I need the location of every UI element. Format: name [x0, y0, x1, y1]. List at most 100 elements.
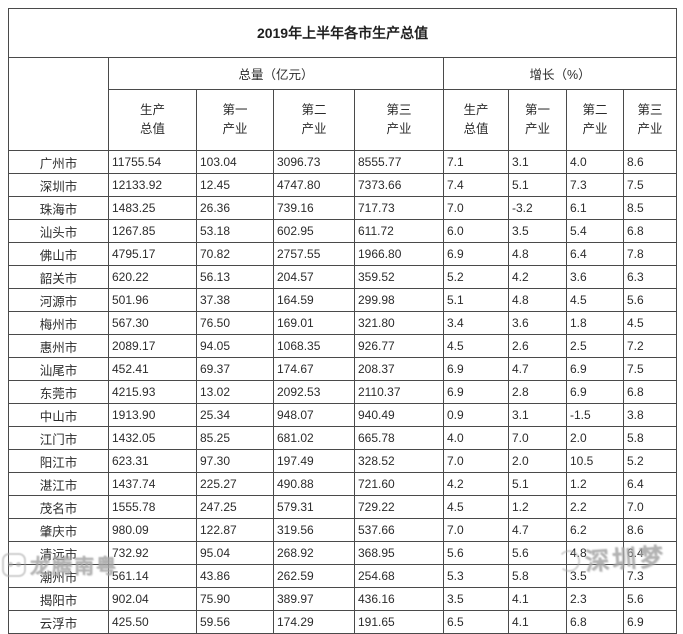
value-cell: 204.57 [273, 265, 355, 289]
value-cell: 3.6 [566, 265, 624, 289]
value-cell: 6.4 [622, 541, 678, 565]
value-cell: 43.86 [196, 564, 274, 588]
value-cell: 10.5 [566, 449, 624, 473]
col-header-gdp-total: 生产 总值 [108, 89, 197, 151]
value-cell: 1966.80 [354, 242, 444, 266]
col-header-primary-growth: 第一 产业 [508, 89, 567, 151]
city-cell: 肇庆市 [8, 518, 109, 542]
value-cell: 3.5 [508, 219, 567, 243]
value-cell: 174.67 [273, 357, 355, 381]
value-cell: 926.77 [354, 334, 444, 358]
gdp-table: 2019年上半年各市生产总值 总量（亿元） 增长（%） 生产 总值 第一 产业 … [7, 8, 678, 634]
value-cell: 6.5 [443, 610, 509, 634]
value-cell: 12.45 [196, 173, 274, 197]
group-header-row: 总量（亿元） 增长（%） [8, 57, 678, 151]
value-cell: 75.90 [196, 587, 274, 611]
value-cell: 4.0 [443, 426, 509, 450]
page-title: 2019年上半年各市生产总值 [7, 8, 678, 58]
value-cell: 5.1 [508, 472, 567, 496]
value-cell: 319.56 [273, 518, 355, 542]
col-header-primary-total: 第一 产业 [196, 89, 274, 151]
value-cell: 721.60 [354, 472, 444, 496]
value-cell: 4.5 [622, 311, 678, 335]
city-cell: 江门市 [8, 426, 109, 450]
value-cell: 6.9 [566, 357, 624, 381]
city-cell: 佛山市 [8, 242, 109, 266]
value-cell: 3096.73 [273, 150, 355, 174]
value-cell: 4.5 [443, 495, 509, 519]
value-cell: 5.8 [508, 564, 567, 588]
col-header-tertiary-total: 第三 产业 [354, 89, 444, 151]
value-cell: 268.92 [273, 541, 355, 565]
value-cell: 6.2 [566, 518, 624, 542]
value-cell: 5.6 [622, 587, 678, 611]
screenshot-root: 2019年上半年各市生产总值 总量（亿元） 增长（%） 生产 总值 第一 产业 … [2, 8, 678, 634]
table-row: 汕头市 1267.85 53.18 602.95 611.72 6.0 3.5 5.4 6.8 [8, 219, 678, 243]
value-cell: 7.8 [622, 242, 678, 266]
value-cell: 197.49 [273, 449, 355, 473]
city-cell: 深圳市 [8, 173, 109, 197]
value-cell: 7.0 [622, 495, 678, 519]
value-cell: 6.9 [443, 380, 509, 404]
value-cell: 5.8 [622, 426, 678, 450]
col-header-secondary-total: 第二 产业 [273, 89, 355, 151]
value-cell: 425.50 [108, 610, 197, 634]
table-row: 云浮市 425.50 59.56 174.29 191.65 6.5 4.1 6.8 6.9 [8, 610, 678, 634]
value-cell: 4215.93 [108, 380, 197, 404]
value-cell: 53.18 [196, 219, 274, 243]
value-cell: 328.52 [354, 449, 444, 473]
value-cell: 1267.85 [108, 219, 197, 243]
value-cell: 225.27 [196, 472, 274, 496]
value-cell: 4.2 [508, 265, 567, 289]
value-cell: 4.8 [508, 288, 567, 312]
value-cell: 2.3 [566, 587, 624, 611]
value-cell: 4.2 [443, 472, 509, 496]
col-header-tertiary-growth: 第三 产业 [622, 89, 678, 151]
value-cell: 5.2 [443, 265, 509, 289]
value-cell: 56.13 [196, 265, 274, 289]
value-cell: 1.8 [566, 311, 624, 335]
value-cell: 5.2 [622, 449, 678, 473]
value-cell: 561.14 [108, 564, 197, 588]
table-row: 汕尾市 452.41 69.37 174.67 208.37 6.9 4.7 6.9 7.5 [8, 357, 678, 381]
value-cell: 6.0 [443, 219, 509, 243]
table-row: 肇庆市 980.09 122.87 319.56 537.66 7.0 4.7 6.2 8.6 [8, 518, 678, 542]
city-cell: 清远市 [8, 541, 109, 565]
value-cell: 567.30 [108, 311, 197, 335]
value-cell: 8.6 [622, 150, 678, 174]
value-cell: 208.37 [354, 357, 444, 381]
value-cell: 2092.53 [273, 380, 355, 404]
value-cell: 6.4 [566, 242, 624, 266]
value-cell: 5.4 [566, 219, 624, 243]
value-cell: 620.22 [108, 265, 197, 289]
value-cell: 7.0 [443, 449, 509, 473]
table-row: 佛山市 4795.17 70.82 2757.55 1966.80 6.9 4.8 6.4 7.… [8, 242, 678, 266]
value-cell: 122.87 [196, 518, 274, 542]
value-cell: 1432.05 [108, 426, 197, 450]
table-row: 梅州市 567.30 76.50 169.01 321.80 3.4 3.6 1.8 4.5 [8, 311, 678, 335]
city-cell: 茂名市 [8, 495, 109, 519]
value-cell: 2110.37 [354, 380, 444, 404]
value-cell: 3.6 [508, 311, 567, 335]
value-cell: 254.68 [354, 564, 444, 588]
value-cell: 7.0 [443, 518, 509, 542]
value-cell: 4.5 [566, 288, 624, 312]
value-cell: 7.1 [443, 150, 509, 174]
value-cell: 164.59 [273, 288, 355, 312]
value-cell: 1068.35 [273, 334, 355, 358]
value-cell: 7.5 [622, 173, 678, 197]
value-cell: 69.37 [196, 357, 274, 381]
value-cell: 321.80 [354, 311, 444, 335]
value-cell: 7.0 [443, 196, 509, 220]
city-cell: 河源市 [8, 288, 109, 312]
city-cell: 珠海市 [8, 196, 109, 220]
corner-cell [8, 57, 109, 151]
value-cell: 7373.66 [354, 173, 444, 197]
value-cell: 4.0 [566, 150, 624, 174]
value-cell: 948.07 [273, 403, 355, 427]
value-cell: 70.82 [196, 242, 274, 266]
table-row: 韶关市 620.22 56.13 204.57 359.52 5.2 4.2 3.6 6.3 [8, 265, 678, 289]
value-cell: 1437.74 [108, 472, 197, 496]
table-row: 茂名市 1555.78 247.25 579.31 729.22 4.5 1.2 2.2 7.0 [8, 495, 678, 519]
value-cell: 2.5 [566, 334, 624, 358]
